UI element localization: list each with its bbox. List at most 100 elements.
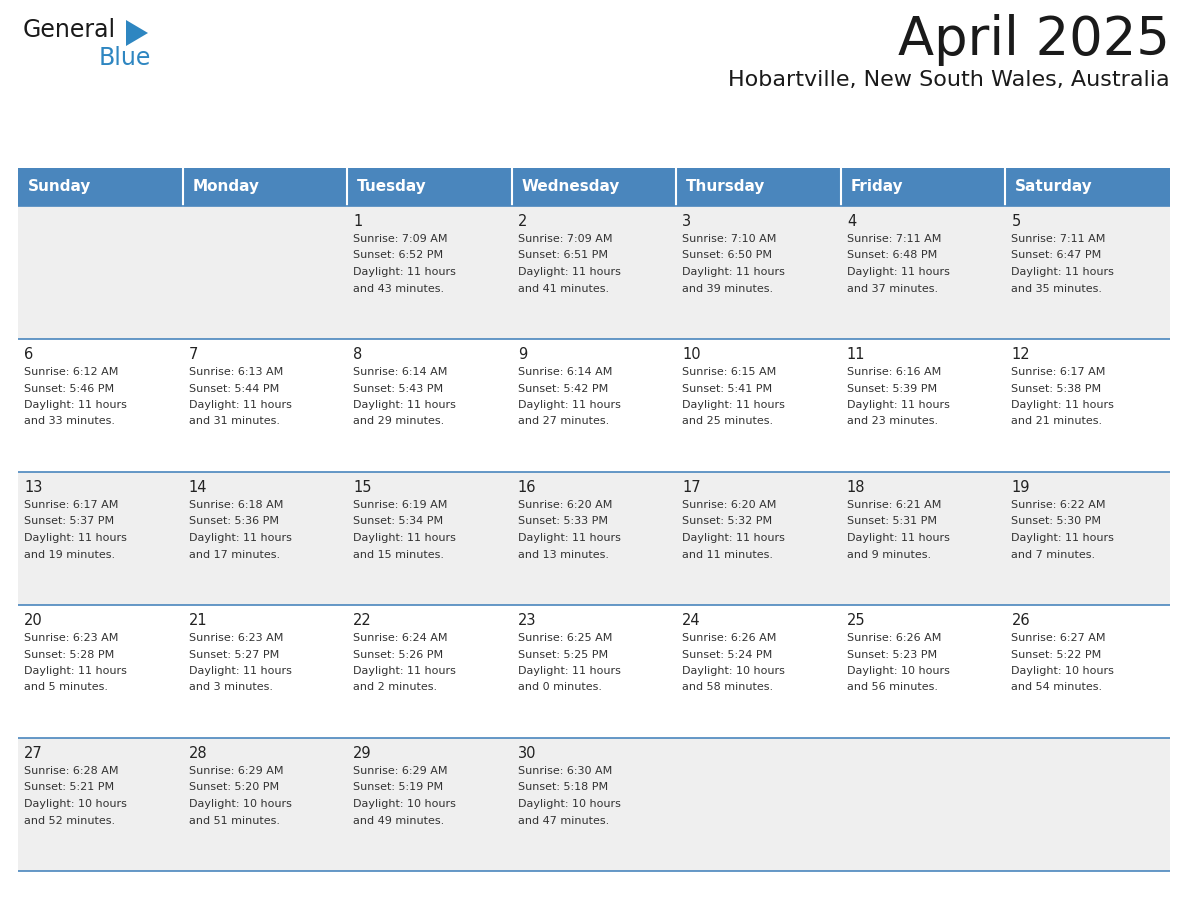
Text: 5: 5 <box>1011 214 1020 229</box>
Text: Daylight: 11 hours: Daylight: 11 hours <box>353 267 456 277</box>
Text: Daylight: 10 hours: Daylight: 10 hours <box>353 799 456 809</box>
Text: Daylight: 11 hours: Daylight: 11 hours <box>353 666 456 676</box>
Text: 16: 16 <box>518 480 536 495</box>
Text: Daylight: 11 hours: Daylight: 11 hours <box>353 533 456 543</box>
Text: Sunrise: 6:26 AM: Sunrise: 6:26 AM <box>682 633 777 643</box>
Text: Daylight: 11 hours: Daylight: 11 hours <box>189 400 291 410</box>
Text: Daylight: 11 hours: Daylight: 11 hours <box>24 666 127 676</box>
Bar <box>512 168 676 206</box>
Text: 19: 19 <box>1011 480 1030 495</box>
Text: Sunset: 5:30 PM: Sunset: 5:30 PM <box>1011 517 1101 527</box>
Text: 12: 12 <box>1011 347 1030 362</box>
Text: 30: 30 <box>518 746 536 761</box>
Text: and 51 minutes.: and 51 minutes. <box>189 815 279 825</box>
Text: Tuesday: Tuesday <box>358 180 426 195</box>
Text: 6: 6 <box>24 347 33 362</box>
Bar <box>18 738 1170 871</box>
Text: Daylight: 10 hours: Daylight: 10 hours <box>24 799 127 809</box>
Text: 23: 23 <box>518 613 536 628</box>
Text: Daylight: 10 hours: Daylight: 10 hours <box>847 666 949 676</box>
Text: Sunset: 5:32 PM: Sunset: 5:32 PM <box>682 517 772 527</box>
Text: 25: 25 <box>847 613 866 628</box>
Text: April 2025: April 2025 <box>898 14 1170 66</box>
Text: Daylight: 11 hours: Daylight: 11 hours <box>682 400 785 410</box>
Text: Daylight: 10 hours: Daylight: 10 hours <box>189 799 291 809</box>
Text: Daylight: 11 hours: Daylight: 11 hours <box>189 666 291 676</box>
Text: Daylight: 11 hours: Daylight: 11 hours <box>1011 267 1114 277</box>
Text: 11: 11 <box>847 347 865 362</box>
Text: 1: 1 <box>353 214 362 229</box>
Text: Daylight: 11 hours: Daylight: 11 hours <box>24 533 127 543</box>
Text: and 3 minutes.: and 3 minutes. <box>189 682 272 692</box>
Text: Sunrise: 7:11 AM: Sunrise: 7:11 AM <box>1011 234 1106 244</box>
Text: Sunset: 6:51 PM: Sunset: 6:51 PM <box>518 251 608 261</box>
Text: Sunrise: 6:17 AM: Sunrise: 6:17 AM <box>24 500 119 510</box>
Text: 22: 22 <box>353 613 372 628</box>
Text: Sunrise: 6:17 AM: Sunrise: 6:17 AM <box>1011 367 1106 377</box>
Text: Sunset: 5:42 PM: Sunset: 5:42 PM <box>518 384 608 394</box>
Text: Sunrise: 6:30 AM: Sunrise: 6:30 AM <box>518 766 612 776</box>
Bar <box>18 605 1170 738</box>
Text: Sunset: 6:48 PM: Sunset: 6:48 PM <box>847 251 937 261</box>
Text: 3: 3 <box>682 214 691 229</box>
Text: Sunset: 5:41 PM: Sunset: 5:41 PM <box>682 384 772 394</box>
Text: Sunset: 5:22 PM: Sunset: 5:22 PM <box>1011 650 1101 659</box>
Text: and 54 minutes.: and 54 minutes. <box>1011 682 1102 692</box>
Text: Daylight: 10 hours: Daylight: 10 hours <box>682 666 785 676</box>
Text: Sunrise: 6:20 AM: Sunrise: 6:20 AM <box>518 500 612 510</box>
Text: 9: 9 <box>518 347 527 362</box>
Text: Sunrise: 6:25 AM: Sunrise: 6:25 AM <box>518 633 612 643</box>
Text: Daylight: 11 hours: Daylight: 11 hours <box>847 533 949 543</box>
Text: and 19 minutes.: and 19 minutes. <box>24 550 115 559</box>
Text: Sunset: 5:27 PM: Sunset: 5:27 PM <box>189 650 279 659</box>
Text: Sunrise: 6:29 AM: Sunrise: 6:29 AM <box>189 766 283 776</box>
Text: and 7 minutes.: and 7 minutes. <box>1011 550 1095 559</box>
Text: and 31 minutes.: and 31 minutes. <box>189 417 279 427</box>
Text: Sunrise: 7:10 AM: Sunrise: 7:10 AM <box>682 234 777 244</box>
Text: 14: 14 <box>189 480 207 495</box>
Text: 20: 20 <box>24 613 43 628</box>
Text: Sunrise: 6:18 AM: Sunrise: 6:18 AM <box>189 500 283 510</box>
Text: Daylight: 11 hours: Daylight: 11 hours <box>518 533 620 543</box>
Text: Thursday: Thursday <box>687 180 765 195</box>
Text: 8: 8 <box>353 347 362 362</box>
Text: Sunset: 5:25 PM: Sunset: 5:25 PM <box>518 650 608 659</box>
Text: Sunset: 5:28 PM: Sunset: 5:28 PM <box>24 650 114 659</box>
Text: and 13 minutes.: and 13 minutes. <box>518 550 608 559</box>
Text: Friday: Friday <box>851 180 903 195</box>
Bar <box>18 472 1170 605</box>
Text: Sunrise: 6:26 AM: Sunrise: 6:26 AM <box>847 633 941 643</box>
Text: Daylight: 11 hours: Daylight: 11 hours <box>682 267 785 277</box>
Text: and 56 minutes.: and 56 minutes. <box>847 682 937 692</box>
Bar <box>18 339 1170 472</box>
Text: 28: 28 <box>189 746 207 761</box>
Text: Sunset: 5:31 PM: Sunset: 5:31 PM <box>847 517 937 527</box>
Text: Daylight: 11 hours: Daylight: 11 hours <box>847 267 949 277</box>
Text: and 58 minutes.: and 58 minutes. <box>682 682 773 692</box>
Text: Sunset: 5:43 PM: Sunset: 5:43 PM <box>353 384 443 394</box>
Text: and 47 minutes.: and 47 minutes. <box>518 815 609 825</box>
Text: Sunrise: 6:22 AM: Sunrise: 6:22 AM <box>1011 500 1106 510</box>
Text: 10: 10 <box>682 347 701 362</box>
Text: Sunrise: 6:14 AM: Sunrise: 6:14 AM <box>353 367 448 377</box>
Text: Daylight: 11 hours: Daylight: 11 hours <box>1011 533 1114 543</box>
Text: and 43 minutes.: and 43 minutes. <box>353 284 444 294</box>
Text: Daylight: 10 hours: Daylight: 10 hours <box>518 799 620 809</box>
Text: and 52 minutes.: and 52 minutes. <box>24 815 115 825</box>
Text: Sunset: 5:19 PM: Sunset: 5:19 PM <box>353 782 443 792</box>
Text: Sunset: 5:33 PM: Sunset: 5:33 PM <box>518 517 608 527</box>
Text: 27: 27 <box>24 746 43 761</box>
Text: Sunrise: 6:23 AM: Sunrise: 6:23 AM <box>24 633 119 643</box>
Text: 26: 26 <box>1011 613 1030 628</box>
Text: Daylight: 11 hours: Daylight: 11 hours <box>518 400 620 410</box>
Text: Sunrise: 6:15 AM: Sunrise: 6:15 AM <box>682 367 777 377</box>
Text: 2: 2 <box>518 214 527 229</box>
Bar <box>1005 168 1170 206</box>
Bar <box>347 168 512 206</box>
Text: Sunset: 5:37 PM: Sunset: 5:37 PM <box>24 517 114 527</box>
Text: Monday: Monday <box>192 180 259 195</box>
Text: and 25 minutes.: and 25 minutes. <box>682 417 773 427</box>
Text: Sunrise: 6:16 AM: Sunrise: 6:16 AM <box>847 367 941 377</box>
Text: and 37 minutes.: and 37 minutes. <box>847 284 939 294</box>
Text: and 17 minutes.: and 17 minutes. <box>189 550 279 559</box>
